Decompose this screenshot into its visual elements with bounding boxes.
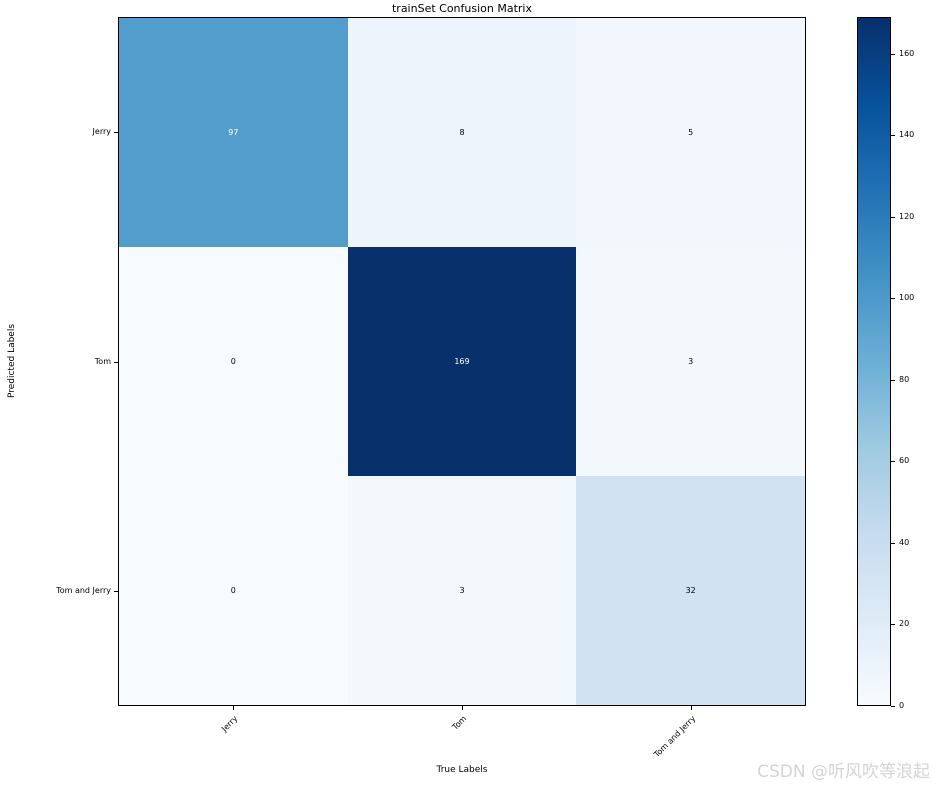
- colorbar-tick-label: 80: [899, 374, 910, 384]
- colorbar-tick-mark: [891, 135, 895, 137]
- heatmap-cell: 3: [576, 247, 805, 476]
- x-tick-mark: [232, 706, 234, 710]
- heatmap-grid: 97 8 5 0 169 3 0 3 32: [118, 17, 806, 706]
- y-tick-mark: [114, 131, 118, 133]
- colorbar-tick-label: 100: [899, 293, 915, 303]
- y-axis-label: Predicted Labels: [7, 323, 17, 399]
- heatmap-cell: 3: [347, 476, 577, 705]
- x-tick-label: Jerry: [219, 714, 240, 734]
- colorbar-tick-label: 0: [899, 701, 905, 710]
- colorbar-tick-mark: [891, 706, 895, 707]
- y-tick-label: Jerry: [92, 126, 111, 136]
- colorbar-tick-label: 140: [899, 130, 915, 140]
- x-tick-label: Tom: [450, 714, 469, 732]
- heatmap-cell: 5: [576, 18, 805, 247]
- colorbar-tick-label: 60: [899, 456, 910, 466]
- x-axis-label: True Labels: [436, 765, 488, 775]
- colorbar-tick-mark: [891, 379, 895, 381]
- heatmap-cell: 8: [347, 18, 577, 247]
- y-tick-label: Tom: [94, 356, 111, 366]
- colorbar-tick-mark: [891, 216, 895, 218]
- chart-title: trainSet Confusion Matrix: [391, 2, 532, 15]
- heatmap-cell: 32: [576, 476, 805, 705]
- colorbar-tick-mark: [891, 542, 895, 544]
- colorbar-tick-mark: [891, 53, 895, 55]
- heatmap-cell: 0: [119, 247, 348, 476]
- colorbar-tick-mark: [891, 298, 895, 300]
- y-tick-label: Tom and Jerry: [56, 586, 111, 596]
- colorbar-tick-label: 120: [899, 211, 915, 221]
- x-tick-mark: [691, 706, 693, 710]
- y-tick-mark: [114, 591, 118, 593]
- x-tick-label: Tom and Jerry: [652, 714, 698, 760]
- colorbar-tick-label: 40: [899, 537, 910, 547]
- x-tick-mark: [462, 706, 463, 710]
- colorbar-tick-label: 160: [899, 48, 915, 58]
- colorbar: [857, 17, 891, 706]
- y-tick-mark: [114, 361, 118, 363]
- heatmap-cell: 169: [347, 247, 577, 476]
- colorbar-tick-label: 20: [899, 619, 910, 629]
- heatmap-cell: 0: [119, 476, 348, 705]
- heatmap-cell: 97: [119, 18, 348, 247]
- colorbar-tick-mark: [891, 461, 895, 463]
- colorbar-tick-mark: [891, 624, 895, 626]
- watermark-text: CSDN @听风吹等浪起: [757, 762, 930, 782]
